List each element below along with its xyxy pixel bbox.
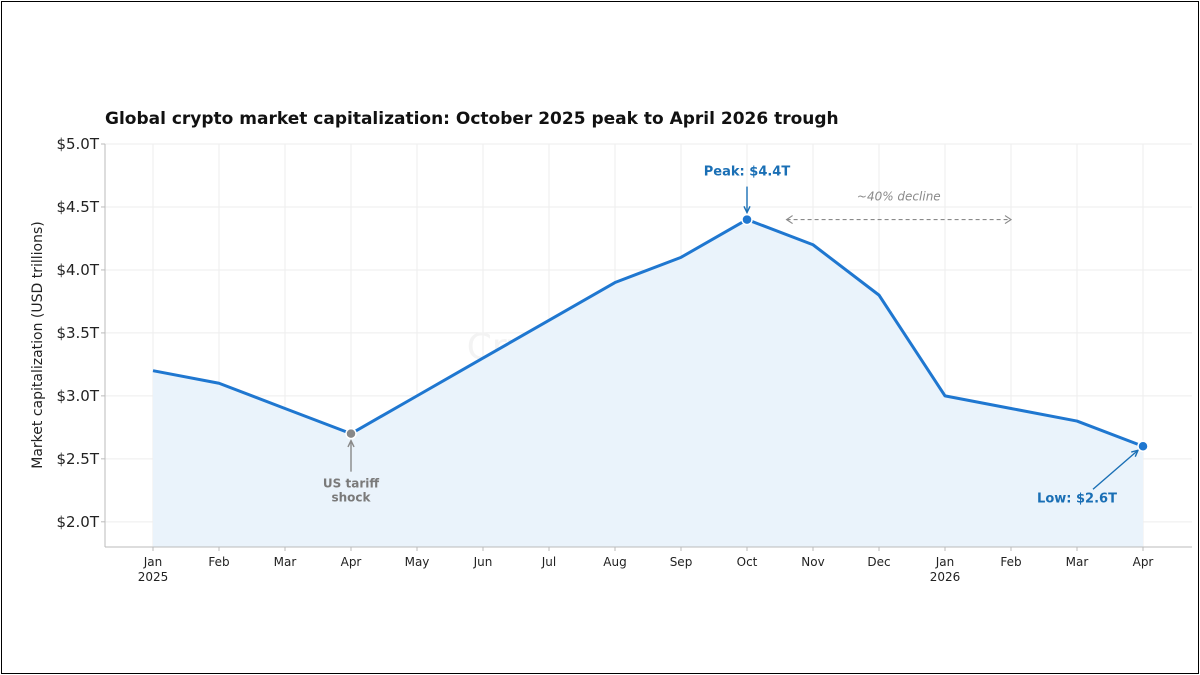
event-label: shock <box>331 491 371 505</box>
y-tick-label: $3.5T <box>56 324 99 342</box>
x-tick-label-month: Dec <box>867 555 890 569</box>
x-tick-label-month: Jul <box>541 555 556 569</box>
x-tick-label-month: Mar <box>1066 555 1089 569</box>
event-arrow <box>347 439 355 472</box>
peak-arrow-head <box>743 205 751 215</box>
y-tick-label: $2.0T <box>56 513 99 531</box>
x-tick-label-month: Sep <box>670 555 693 569</box>
y-tick-label: $2.5T <box>56 450 99 468</box>
low-point <box>1137 440 1149 452</box>
x-tick-label-month: May <box>405 555 430 569</box>
x-tick-label-year: 2026 <box>930 570 961 584</box>
x-tick-label-month: Mar <box>274 555 297 569</box>
y-axis-label: Market capitalization (USD trillions) <box>30 221 46 469</box>
x-tick-label-year: 2025 <box>138 570 169 584</box>
decline-arrow-head-right <box>1004 215 1013 225</box>
x-tick-label-month: Nov <box>801 555 824 569</box>
decline-arrow-head-left <box>785 215 793 225</box>
x-tick-label-month: Jan <box>143 555 163 569</box>
low-label: Low: $2.6T <box>1037 491 1117 506</box>
y-tick-label: $5.0T <box>56 135 99 153</box>
x-tick-label-month: Aug <box>603 555 626 569</box>
peak-arrow <box>743 186 751 215</box>
x-tick-label-month: Jun <box>473 555 493 569</box>
axes <box>101 143 1192 551</box>
x-tick-label-month: Feb <box>208 555 229 569</box>
event-arrow-head <box>347 439 355 448</box>
y-tick-label: $4.0T <box>56 261 99 279</box>
area-layer <box>152 218 1144 547</box>
y-tick-label: $3.0T <box>56 387 99 405</box>
decline-arrow <box>785 215 1013 225</box>
y-tick-labels: $2.0T $2.5T $3.0T $3.5T $4.0T $4.5T $5.0T <box>56 135 99 531</box>
x-tick-label-month: Oct <box>737 555 758 569</box>
event-point <box>345 427 357 440</box>
decline-label: ~40% decline <box>857 190 941 204</box>
series-line <box>152 218 1144 448</box>
event-label: US tariff <box>323 477 379 491</box>
area-fill <box>153 219 1143 547</box>
low-arrow <box>1092 449 1140 490</box>
x-tick-label-month: Apr <box>1133 555 1154 569</box>
peak-point <box>741 213 753 226</box>
x-tick-label-month: Feb <box>1000 555 1021 569</box>
chart-title: Global crypto market capitalization: Oct… <box>105 109 839 129</box>
low-arrow-shaft <box>1092 449 1139 490</box>
peak-label: Peak: $4.4T <box>704 165 791 180</box>
data-points <box>345 213 1149 452</box>
x-tick-label-month: Jan <box>935 555 955 569</box>
x-tick-label-month: Apr <box>341 555 362 569</box>
y-tick-label: $4.5T <box>56 198 99 216</box>
low-arrow-head <box>1131 449 1140 457</box>
